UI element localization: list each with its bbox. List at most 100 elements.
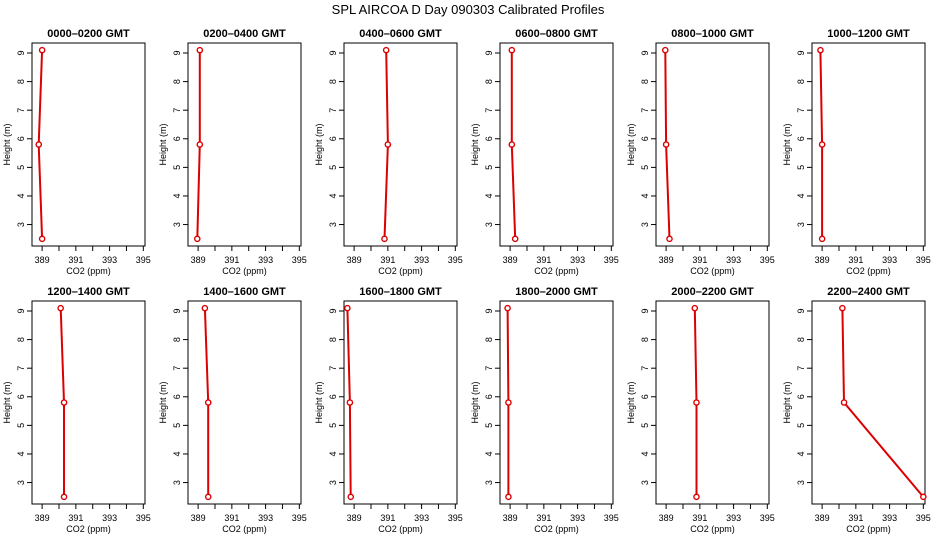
figure-title: SPL AIRCOA D Day 090303 Calibrated Profi… <box>331 2 605 17</box>
x-tick-label: 389 <box>191 513 206 523</box>
y-tick-label: 3 <box>640 480 650 485</box>
data-point <box>344 304 351 312</box>
y-tick-label: 3 <box>796 222 806 227</box>
data-point <box>346 399 354 406</box>
panel-title: 1000–1200 GMT <box>827 28 910 40</box>
y-tick-label: 9 <box>172 308 182 313</box>
y-tick-label: 8 <box>484 337 494 342</box>
x-tick-label: 391 <box>224 513 239 523</box>
data-point <box>204 399 212 406</box>
x-tick-label: 389 <box>815 513 830 523</box>
y-axis-label: Height (m) <box>314 381 324 423</box>
panel-title: 1600–1800 GMT <box>359 286 442 298</box>
x-tick-label: 393 <box>258 255 273 265</box>
y-tick-label: 4 <box>16 451 26 456</box>
x-tick-label: 389 <box>503 255 518 265</box>
plot-frame <box>343 300 458 505</box>
y-tick-label: 7 <box>484 366 494 371</box>
x-tick-label: 391 <box>380 513 395 523</box>
y-tick-label: 3 <box>16 222 26 227</box>
y-tick-label: 7 <box>796 108 806 113</box>
y-tick-label: 5 <box>172 165 182 170</box>
x-axis-label: CO2 (ppm) <box>534 524 579 534</box>
y-tick-label: 9 <box>328 308 338 313</box>
data-point <box>382 46 390 54</box>
x-axis-label: CO2 (ppm) <box>690 524 735 534</box>
y-tick-label: 7 <box>640 366 650 371</box>
panel-title: 2000–2200 GMT <box>671 286 754 298</box>
x-tick-label: 395 <box>136 255 151 265</box>
plot-frame <box>655 42 770 247</box>
plot-frame <box>31 42 146 247</box>
y-tick-label: 6 <box>328 136 338 141</box>
profile-panel: 1400–1600 GMT 389 391 393 395 3 4 5 6 7 8 9 CO2 (ppm… <box>158 286 307 534</box>
x-tick-label: 393 <box>570 513 585 523</box>
x-tick-label: 395 <box>916 513 931 523</box>
y-axis-label: Height (m) <box>782 123 792 165</box>
y-axis-label: Height (m) <box>470 381 480 423</box>
x-axis-label: CO2 (ppm) <box>378 524 423 534</box>
y-tick-label: 7 <box>172 108 182 113</box>
y-tick-label: 9 <box>484 50 494 55</box>
y-tick-label: 4 <box>172 451 182 456</box>
plot-frame <box>31 300 146 505</box>
y-tick-label: 6 <box>16 136 26 141</box>
y-tick-label: 6 <box>172 136 182 141</box>
x-axis-label: CO2 (ppm) <box>378 266 423 276</box>
y-tick-label: 9 <box>796 308 806 313</box>
x-tick-label: 389 <box>347 255 362 265</box>
x-tick-label: 395 <box>916 255 931 265</box>
y-tick-label: 9 <box>328 50 338 55</box>
x-tick-label: 393 <box>102 255 117 265</box>
profile-line <box>841 308 925 498</box>
x-tick-label: 393 <box>102 513 117 523</box>
data-point <box>204 493 212 501</box>
y-tick-label: 5 <box>796 165 806 170</box>
data-point <box>508 46 516 54</box>
y-tick-label: 4 <box>328 193 338 198</box>
x-tick-label: 391 <box>692 513 707 523</box>
x-axis-label: CO2 (ppm) <box>66 266 111 276</box>
data-point <box>60 399 68 406</box>
data-point <box>839 304 846 312</box>
y-tick-label: 5 <box>16 165 26 170</box>
data-point <box>381 235 388 243</box>
profile-panel: 1000–1200 GMT 389 391 393 395 3 4 5 6 7 8 9 CO2 (ppm… <box>782 28 931 276</box>
y-tick-label: 9 <box>484 308 494 313</box>
y-tick-label: 8 <box>16 79 26 84</box>
plot-frame <box>655 300 770 505</box>
y-tick-label: 6 <box>484 394 494 399</box>
y-tick-label: 5 <box>328 423 338 428</box>
y-tick-label: 8 <box>796 337 806 342</box>
panel-title: 1200–1400 GMT <box>47 286 130 298</box>
plot-frame <box>343 42 458 247</box>
y-tick-label: 5 <box>16 423 26 428</box>
plot-frame <box>811 300 926 505</box>
y-tick-label: 8 <box>796 79 806 84</box>
panel-title: 0200–0400 GMT <box>203 28 286 40</box>
data-point <box>504 304 511 312</box>
data-point <box>818 141 826 148</box>
data-point <box>840 399 848 406</box>
y-tick-label: 3 <box>172 222 182 227</box>
y-tick-label: 6 <box>640 394 650 399</box>
y-axis-label: Height (m) <box>782 381 792 423</box>
panel-title: 0000–0200 GMT <box>47 28 130 40</box>
profile-panel: 2000–2200 GMT 389 391 393 395 3 4 5 6 7 8 9 CO2 (ppm… <box>626 286 775 534</box>
y-tick-label: 3 <box>172 480 182 485</box>
profile-panel: 1600–1800 GMT 389 391 393 395 3 4 5 6 7 8 9 CO2 (ppm… <box>314 286 463 534</box>
y-tick-label: 4 <box>16 193 26 198</box>
data-point <box>60 493 68 501</box>
x-axis-label: CO2 (ppm) <box>846 266 891 276</box>
data-point <box>693 399 700 406</box>
profile-panel: 2200–2400 GMT 389 391 393 395 3 4 5 6 7 8 9 CO2 (ppm… <box>782 286 931 534</box>
y-tick-label: 5 <box>484 423 494 428</box>
data-point <box>693 493 700 501</box>
y-tick-label: 6 <box>16 394 26 399</box>
profile-panel: 0800–1000 GMT 389 391 393 395 3 4 5 6 7 8 9 CO2 (ppm… <box>626 28 775 276</box>
data-point <box>57 304 64 312</box>
y-tick-label: 3 <box>484 222 494 227</box>
panel-title: 1400–1600 GMT <box>203 286 286 298</box>
data-point <box>817 46 824 54</box>
x-tick-label: 391 <box>692 255 707 265</box>
